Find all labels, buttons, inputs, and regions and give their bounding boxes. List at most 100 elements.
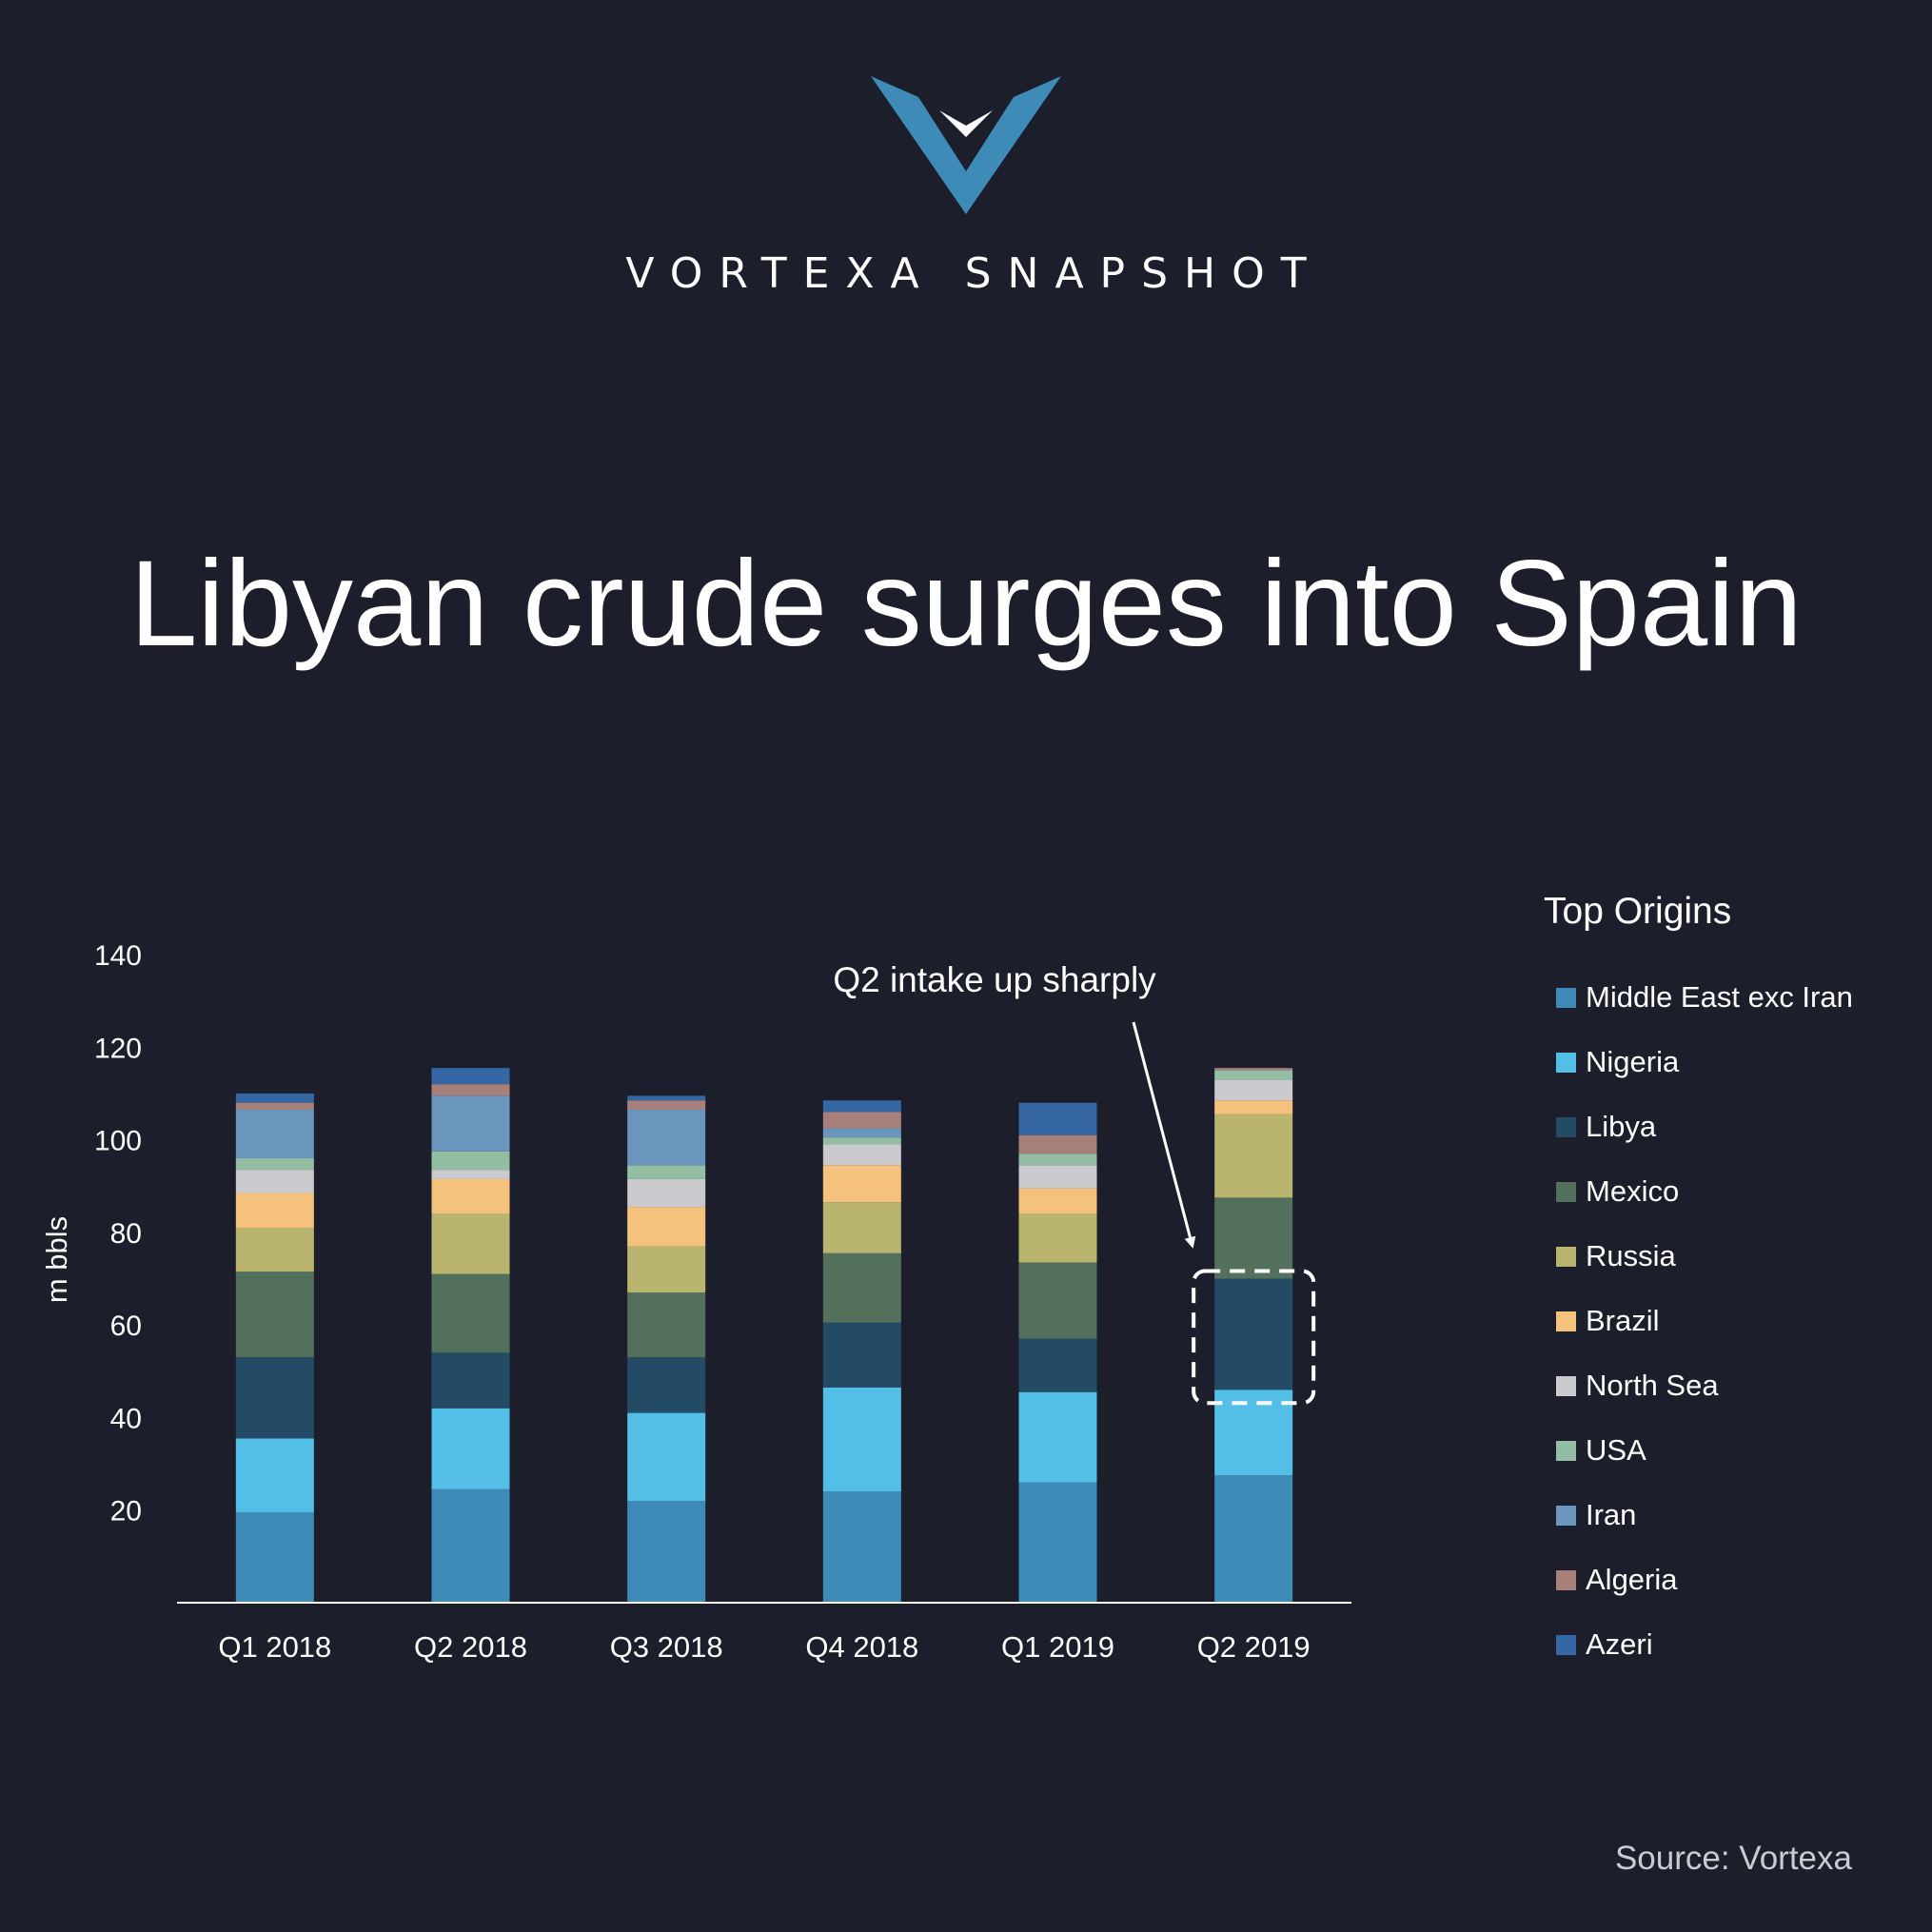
y-tick-label: 100 — [94, 1126, 142, 1157]
x-tick-label: Q2 2018 — [414, 1630, 527, 1664]
bar-segment-mexico-q2-2019 — [1214, 1197, 1293, 1279]
bar-segment-mexico-q3-2018 — [627, 1292, 706, 1358]
legend-swatch — [1556, 1505, 1576, 1526]
bar-segment-russia-q2-2018 — [431, 1213, 510, 1274]
bar-segment-libya-q1-2019 — [1018, 1338, 1097, 1392]
legend-item-russia: Russia — [1544, 1224, 1924, 1289]
bar-segment-algeria-q4-2018 — [822, 1112, 901, 1129]
legend-label: Middle East exc Iran — [1586, 980, 1853, 1014]
bar-stack-q1-2018 — [235, 1093, 314, 1603]
legend-swatch — [1556, 1116, 1576, 1137]
bar-segment-brazil-q4-2018 — [822, 1165, 901, 1203]
x-tick-label: Q3 2018 — [610, 1630, 723, 1664]
legend-label: Mexico — [1586, 1174, 1680, 1208]
bar-segment-north-sea-q3-2018 — [627, 1178, 706, 1208]
bar-segment-brazil-q1-2018 — [235, 1193, 314, 1228]
bar-segment-usa-q1-2018 — [235, 1158, 314, 1171]
bar-segment-nigeria-q2-2019 — [1214, 1390, 1293, 1476]
bar-segment-azeri-q1-2018 — [235, 1093, 314, 1103]
legend-swatch — [1556, 1181, 1576, 1202]
legend-item-usa: USA — [1544, 1418, 1924, 1483]
legend-label: USA — [1586, 1433, 1646, 1467]
bar-segment-azeri-q3-2018 — [627, 1095, 706, 1101]
bar-segment-brazil-q3-2018 — [627, 1207, 706, 1247]
legend-swatch — [1556, 1246, 1576, 1267]
bar-stack-q3-2018 — [627, 1095, 706, 1603]
vortexa-logo-icon — [871, 76, 1061, 214]
bar-segment-usa-q2-2018 — [431, 1151, 510, 1171]
legend-title: Top Origins — [1544, 891, 1732, 932]
legend-label: Russia — [1586, 1239, 1676, 1272]
legend-item-brazil: Brazil — [1544, 1289, 1924, 1353]
x-tick-label: Q2 2019 — [1197, 1630, 1311, 1664]
legend-item-middle-east-exc-iran: Middle East exc Iran — [1544, 965, 1924, 1030]
y-tick-label: 40 — [110, 1403, 142, 1434]
legend-label: Algeria — [1586, 1563, 1678, 1596]
legend-label: Azeri — [1586, 1627, 1653, 1661]
bar-segment-nigeria-q2-2018 — [431, 1408, 510, 1489]
y-tick-label: 60 — [110, 1311, 142, 1342]
bar-segment-algeria-q2-2018 — [431, 1084, 510, 1096]
legend-item-libya: Libya — [1544, 1094, 1924, 1159]
bar-segment-middle-east-exc-iran-q1-2018 — [235, 1512, 314, 1603]
bar-segment-russia-q1-2019 — [1018, 1213, 1097, 1263]
legend-swatch — [1556, 1311, 1576, 1331]
legend-swatch — [1556, 1634, 1576, 1655]
bar-segment-middle-east-exc-iran-q3-2018 — [627, 1500, 706, 1603]
legend: Top Origins Middle East exc Iran Nigeria L… — [1544, 891, 1924, 1677]
x-tick-label: Q4 2018 — [805, 1630, 918, 1664]
legend-label: Iran — [1586, 1498, 1637, 1531]
bar-stack-q4-2018 — [822, 1100, 901, 1603]
bar-segment-iran-q4-2018 — [822, 1128, 901, 1138]
legend-label: Libya — [1586, 1110, 1657, 1143]
bar-segment-mexico-q1-2018 — [235, 1272, 314, 1358]
legend-label: Brazil — [1586, 1304, 1660, 1337]
bar-segment-mexico-q1-2019 — [1018, 1262, 1097, 1339]
y-axis-title: m bbls — [40, 1216, 73, 1303]
bar-segment-algeria-q2-2019 — [1214, 1068, 1293, 1071]
bar-segment-brazil-q2-2019 — [1214, 1100, 1293, 1114]
y-axis-ticks: 20 40 60 80 100 120 140 — [94, 940, 142, 1528]
bar-segment-north-sea-q1-2018 — [235, 1170, 314, 1193]
legend-item-mexico: Mexico — [1544, 1159, 1924, 1224]
bar-segment-libya-q3-2018 — [627, 1357, 706, 1413]
legend-label: North Sea — [1586, 1369, 1719, 1402]
legend-item-azeri: Azeri — [1544, 1612, 1924, 1677]
annotation-arrow — [1132, 1021, 1196, 1249]
legend-swatch — [1556, 1052, 1576, 1073]
bar-segment-algeria-q1-2019 — [1018, 1134, 1097, 1154]
bar-segment-azeri-q4-2018 — [822, 1100, 901, 1113]
legend-items: Middle East exc Iran Nigeria Libya Mexico Ru… — [1544, 965, 1924, 1677]
bar-segment-mexico-q2-2018 — [431, 1273, 510, 1353]
bar-segment-usa-q3-2018 — [627, 1165, 706, 1179]
source-note: Source: Vortexa — [1614, 1840, 1852, 1877]
legend-item-algeria: Algeria — [1544, 1548, 1924, 1612]
bars-layer — [235, 1068, 1293, 1603]
bar-segment-usa-q1-2019 — [1018, 1153, 1097, 1166]
legend-swatch — [1556, 1569, 1576, 1590]
bar-segment-middle-east-exc-iran-q1-2019 — [1018, 1482, 1097, 1603]
y-tick-label: 20 — [110, 1496, 142, 1528]
legend-swatch — [1556, 987, 1576, 1008]
bar-segment-usa-q2-2019 — [1214, 1070, 1293, 1080]
bar-segment-iran-q2-2018 — [431, 1095, 510, 1152]
legend-swatch — [1556, 1440, 1576, 1461]
bar-segment-usa-q4-2018 — [822, 1137, 901, 1145]
x-tick-label: Q1 2018 — [218, 1630, 331, 1664]
bar-segment-middle-east-exc-iran-q4-2018 — [822, 1491, 901, 1603]
bar-segment-north-sea-q2-2018 — [431, 1170, 510, 1179]
legend-item-iran: Iran — [1544, 1483, 1924, 1548]
x-tick-label: Q1 2019 — [1001, 1630, 1114, 1664]
bar-segment-north-sea-q2-2019 — [1214, 1079, 1293, 1101]
page-title: Libyan crude surges into Spain — [129, 536, 1803, 672]
legend-item-nigeria: Nigeria — [1544, 1030, 1924, 1094]
y-tick-label: 120 — [94, 1033, 142, 1064]
bar-segment-libya-q1-2018 — [235, 1357, 314, 1439]
bar-segment-libya-q2-2018 — [431, 1352, 510, 1409]
y-tick-label: 80 — [110, 1218, 142, 1250]
bar-segment-brazil-q2-2018 — [431, 1178, 510, 1214]
x-axis-labels: Q1 2018 Q2 2018 Q3 2018 Q4 2018 Q1 2019 Q2 20… — [218, 1630, 1310, 1664]
y-tick-label: 140 — [94, 940, 142, 972]
